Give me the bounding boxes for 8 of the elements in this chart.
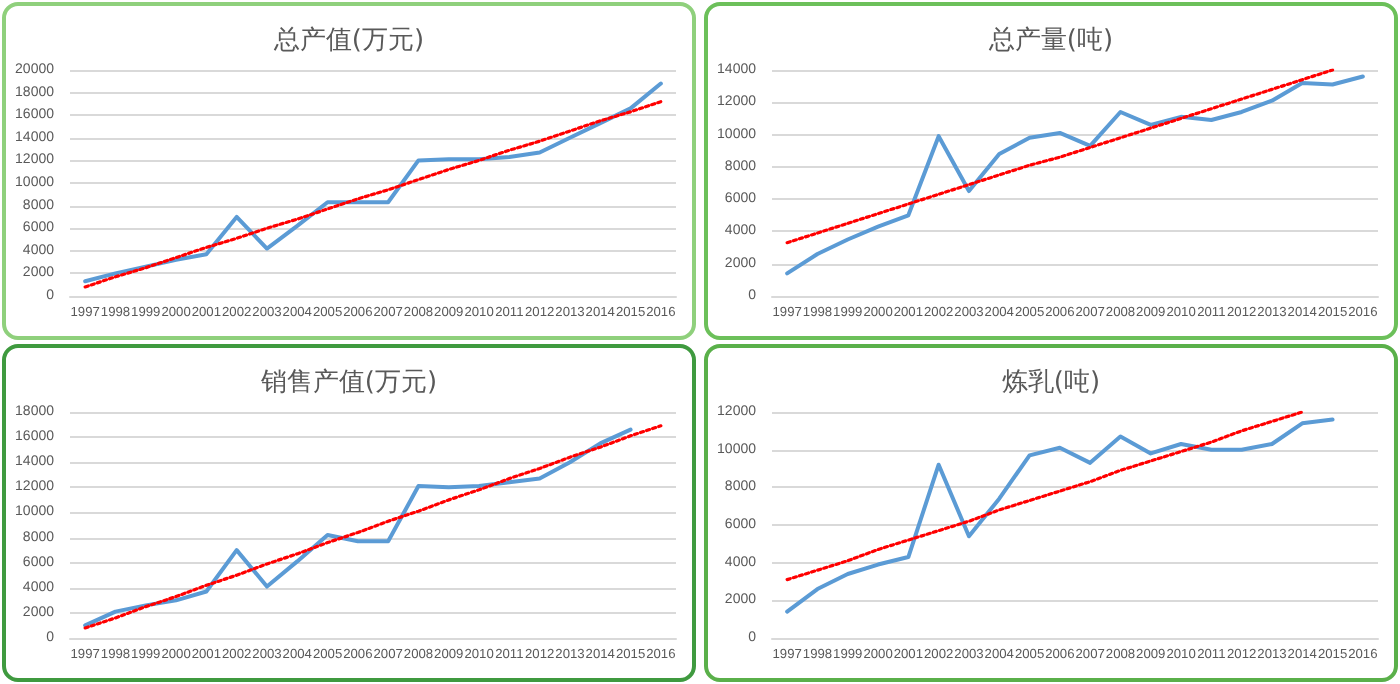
line-series <box>785 417 1335 614</box>
chart-title: 总产量(吨) <box>986 26 1114 56</box>
line-series <box>785 68 1335 245</box>
chart-title: 销售产值(万元) <box>258 368 438 398</box>
line-series <box>785 410 1304 582</box>
chart-title: 炼乳(吨) <box>1001 368 1101 398</box>
chart-title: 总产值(万元) <box>271 26 425 56</box>
line-series <box>785 74 1365 276</box>
